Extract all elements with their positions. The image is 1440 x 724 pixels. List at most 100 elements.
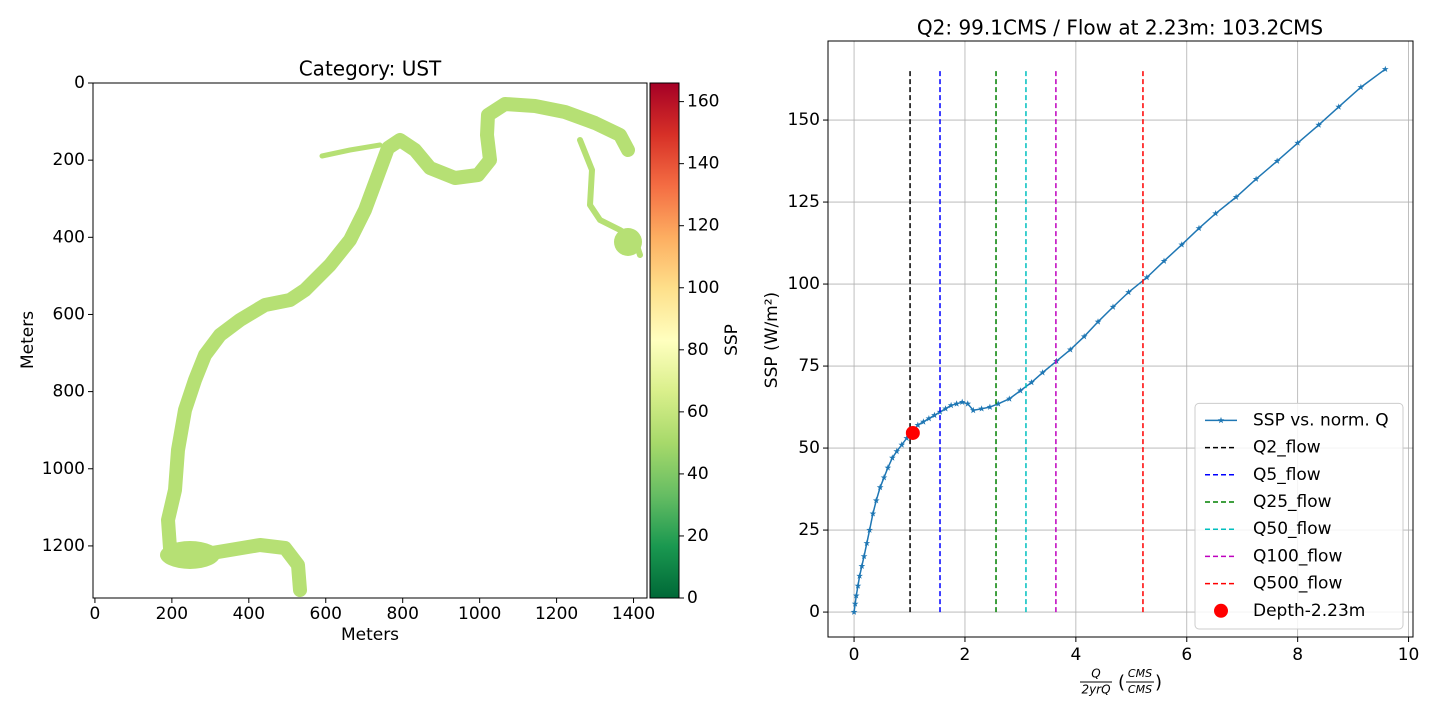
colorbar-tick-label: 60 <box>687 402 709 422</box>
series-marker <box>1294 139 1301 146</box>
colorbar-tick-label: 120 <box>687 216 719 236</box>
series-marker <box>953 400 960 407</box>
x-axis-label: Q 2yrQ ( CMS CMS ) <box>1080 667 1162 697</box>
series-marker <box>854 582 862 589</box>
legend-label: Q25_flow <box>1253 492 1332 512</box>
y-axis-label: Meters <box>18 311 38 369</box>
y-tick-label: 0 <box>74 73 85 93</box>
colorbar-label: SSP <box>722 324 742 356</box>
series-marker <box>942 405 949 412</box>
series-marker <box>856 572 863 579</box>
series-marker <box>880 474 888 481</box>
y-tick-label: 1200 <box>42 536 85 556</box>
y-tick-label: 0 <box>809 602 820 622</box>
series-marker <box>920 418 927 425</box>
series-marker <box>1195 224 1203 232</box>
series-marker <box>1232 193 1240 200</box>
series-marker <box>1080 333 1088 340</box>
x-tick-label: 1000 <box>458 604 501 624</box>
colorbar-tick-label: 140 <box>687 154 719 174</box>
x-tick-label: 4 <box>1070 645 1081 665</box>
y-tick-label: 600 <box>53 304 85 324</box>
x-tick-label: 1400 <box>612 604 655 624</box>
series-marker <box>1335 103 1342 110</box>
series-marker <box>931 411 938 419</box>
series-marker <box>1143 274 1151 281</box>
series-marker <box>1273 157 1281 164</box>
series-marker <box>863 539 871 546</box>
legend-label: Q100_flow <box>1253 546 1342 566</box>
legend-label: Q50_flow <box>1253 519 1332 539</box>
legend-swatch <box>1217 416 1225 424</box>
series-marker <box>876 483 884 491</box>
river-main <box>161 97 635 597</box>
y-tick-label: 75 <box>798 356 820 376</box>
series-marker <box>884 464 892 471</box>
series-marker <box>898 441 906 448</box>
x-label-den: 2yrQ <box>1081 683 1110 697</box>
y-tick-label: 200 <box>53 150 85 170</box>
legend-label: SSP vs. norm. Q <box>1253 410 1389 430</box>
y-tick-label: 50 <box>798 438 820 458</box>
colorbar-tick-label: 100 <box>687 278 719 298</box>
series-marker <box>970 406 977 414</box>
x-tick-label: 600 <box>310 604 342 624</box>
x-tick-label: 2 <box>960 645 971 665</box>
x-label-unit-num: CMS <box>1128 667 1152 680</box>
x-tick-label: 0 <box>90 604 101 624</box>
x-label-num: Q <box>1091 667 1100 681</box>
x-tick-label: 1200 <box>535 604 578 624</box>
paren: ( <box>1118 672 1125 693</box>
x-tick-label: 0 <box>849 645 860 665</box>
series-marker <box>853 592 860 599</box>
series-marker <box>872 497 880 504</box>
y-tick-label: 400 <box>53 227 85 247</box>
y-tick-label: 150 <box>788 110 820 130</box>
series-marker <box>1094 318 1102 325</box>
series-marker <box>1067 346 1074 353</box>
series-marker <box>994 400 1002 407</box>
y-tick-label: 125 <box>788 192 820 212</box>
x-tick-label: 400 <box>233 604 265 624</box>
legend-swatch <box>1214 603 1228 618</box>
legend: SSP vs. norm. Q Q2_flow Q5_flow Q25_flow Q50… <box>1194 402 1404 630</box>
colorbar <box>649 82 680 599</box>
series-marker <box>893 447 901 455</box>
chart-title: Q2: 99.1CMS / Flow at 2.23m: 103.2CMS <box>917 16 1323 40</box>
series-marker <box>958 398 966 405</box>
series-marker <box>866 526 873 533</box>
x-label-unit-den: CMS <box>1128 683 1152 696</box>
series-marker <box>925 415 933 422</box>
colorbar-tick-label: 20 <box>687 526 709 546</box>
series-marker <box>1109 303 1117 310</box>
x-tick-label: 10 <box>1398 645 1420 665</box>
colorbar-tick-label: 0 <box>687 588 698 608</box>
series-marker <box>851 600 859 607</box>
axes-frame <box>827 40 1414 638</box>
series-marker <box>1178 241 1186 248</box>
series-marker <box>1017 387 1024 394</box>
series-marker <box>1381 65 1389 72</box>
colorbar-tick-label: 40 <box>687 464 709 484</box>
x-tick-label: 800 <box>386 604 418 624</box>
legend-label: Q5_flow <box>1253 465 1321 485</box>
series-marker <box>1028 379 1035 386</box>
series-marker <box>1160 257 1168 264</box>
point <box>905 425 920 440</box>
series-marker <box>964 400 972 407</box>
series-marker <box>1125 288 1132 296</box>
series-marker <box>1212 210 1219 217</box>
colorbar-tick-label: 160 <box>687 92 719 112</box>
y-tick-label: 800 <box>53 382 85 402</box>
series-marker <box>978 405 985 412</box>
x-tick-label: 8 <box>1292 645 1303 665</box>
series-marker <box>860 552 868 560</box>
x-tick-label: 6 <box>1181 645 1192 665</box>
series-marker <box>1039 369 1046 376</box>
series-marker <box>889 454 896 461</box>
series-marker <box>1252 175 1260 182</box>
chart-title: Category: UST <box>299 57 442 81</box>
river-raster <box>160 97 643 597</box>
x-axis-label: Meters <box>341 625 399 645</box>
series-marker <box>1357 83 1365 91</box>
